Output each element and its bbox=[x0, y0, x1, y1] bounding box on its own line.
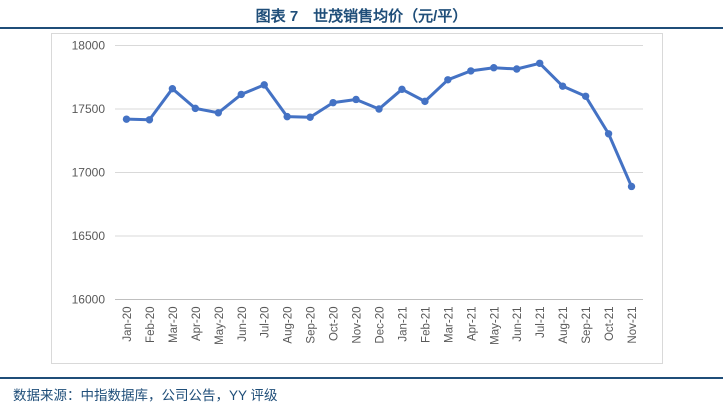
x-tick-label: Oct-20 bbox=[329, 307, 341, 342]
data-point-marker bbox=[535, 59, 544, 67]
data-point-marker bbox=[490, 64, 498, 72]
data-point-marker bbox=[122, 115, 131, 123]
x-tick-label: Mar-21 bbox=[443, 307, 455, 343]
data-point-marker bbox=[375, 105, 383, 113]
data-point-marker bbox=[306, 113, 314, 121]
x-tick-label: Feb-21 bbox=[420, 307, 432, 343]
y-tick-label: 16000 bbox=[72, 293, 106, 307]
data-source-note: 数据来源：中指数据库，公司公告，YY 评级 bbox=[13, 388, 278, 403]
x-tick-label: Jan-21 bbox=[397, 307, 409, 342]
y-tick-label: 17500 bbox=[72, 102, 106, 116]
data-point-marker bbox=[237, 90, 245, 99]
data-point-marker bbox=[558, 82, 567, 90]
data-point-marker bbox=[444, 76, 452, 84]
y-tick-label: 18000 bbox=[72, 39, 106, 53]
series-line bbox=[124, 61, 634, 188]
data-point-marker bbox=[398, 85, 406, 94]
x-tick-label: Jun-20 bbox=[237, 307, 249, 342]
data-point-marker bbox=[145, 116, 154, 124]
data-point-marker bbox=[513, 65, 521, 73]
x-tick-label: Apr-21 bbox=[466, 307, 478, 342]
data-point-marker bbox=[604, 130, 613, 138]
x-tick-label: Jun-21 bbox=[512, 307, 524, 342]
x-tick-label: Feb-20 bbox=[145, 307, 157, 343]
data-point-marker bbox=[191, 104, 200, 113]
data-point-marker bbox=[168, 84, 177, 93]
bottom-divider-rule bbox=[0, 377, 723, 379]
x-tick-label: Mar-20 bbox=[168, 307, 180, 343]
x-tick-label: Oct-21 bbox=[604, 307, 616, 342]
figure-title: 图表 7 世茂销售均价（元/平） bbox=[255, 8, 468, 25]
top-divider-rule bbox=[0, 27, 723, 29]
data-point-marker bbox=[260, 81, 268, 89]
x-tick-label: Sep-21 bbox=[581, 307, 593, 344]
data-point-marker bbox=[627, 182, 636, 191]
x-tick-label: Apr-20 bbox=[191, 307, 203, 342]
data-point-marker bbox=[581, 92, 590, 100]
data-point-marker bbox=[214, 109, 223, 117]
x-tick-label: Jul-21 bbox=[535, 307, 547, 338]
data-point-marker bbox=[329, 98, 337, 107]
x-tick-label: Dec-20 bbox=[375, 307, 387, 344]
x-tick-label: Jul-20 bbox=[260, 307, 272, 338]
data-point-marker bbox=[352, 95, 360, 104]
data-point-marker bbox=[421, 97, 429, 106]
x-tick-label: Nov-20 bbox=[352, 307, 364, 344]
x-tick-label: May-21 bbox=[489, 307, 501, 345]
x-tick-label: Sep-20 bbox=[306, 307, 318, 344]
x-tick-label: Nov-21 bbox=[627, 307, 639, 344]
chart-container: 16000 16500 17000 17500 18000 Jan-20 Feb-20 Mar… bbox=[51, 33, 663, 364]
data-point-marker bbox=[283, 112, 291, 121]
y-tick-label: 17000 bbox=[72, 166, 106, 180]
line-chart: 16000 16500 17000 17500 18000 Jan-20 Feb-20 Mar… bbox=[72, 39, 643, 345]
data-point-marker bbox=[467, 67, 475, 75]
x-tick-label: May-20 bbox=[214, 307, 226, 345]
x-tick-label: Jan-20 bbox=[122, 307, 134, 342]
x-tick-label: Aug-20 bbox=[283, 307, 295, 344]
y-tick-label: 16500 bbox=[72, 229, 106, 243]
x-tick-label: Aug-21 bbox=[558, 307, 570, 344]
